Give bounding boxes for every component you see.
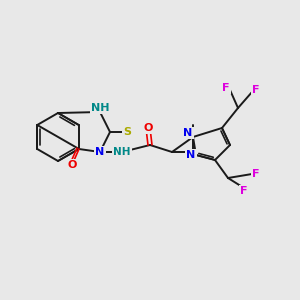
Text: O: O <box>143 123 153 133</box>
Text: N: N <box>95 147 105 157</box>
Text: F: F <box>222 83 230 93</box>
Text: O: O <box>67 160 77 170</box>
Text: F: F <box>240 186 248 196</box>
Text: F: F <box>252 85 260 95</box>
Text: S: S <box>123 127 131 137</box>
Text: NH: NH <box>91 103 109 113</box>
Text: N: N <box>183 128 193 138</box>
Text: NH: NH <box>113 147 131 157</box>
Text: F: F <box>252 169 260 179</box>
Text: N: N <box>186 150 196 160</box>
